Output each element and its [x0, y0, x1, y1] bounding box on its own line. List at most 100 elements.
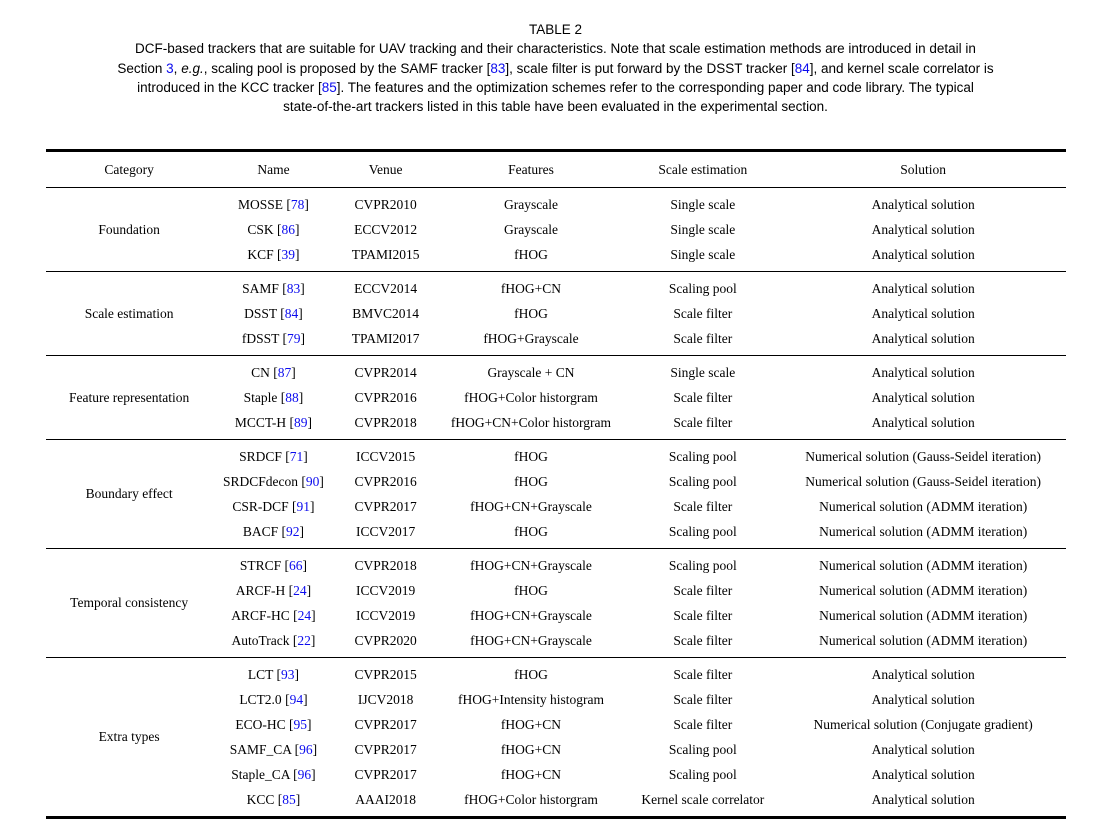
citation-link[interactable]: 71	[289, 449, 304, 464]
features-cell: fHOG	[514, 306, 548, 321]
citation-link[interactable]: 95	[293, 717, 308, 732]
tracker-name-cell: ECO-HC [95]	[212, 712, 334, 737]
citation-link[interactable]: 93	[281, 667, 295, 682]
features-cell: fHOG+Color historgram	[464, 792, 598, 807]
citation-bracket-open: [	[273, 247, 282, 262]
column-header-name: Name	[257, 161, 290, 177]
table-group: Boundary effect SRDCF [71] ICCV2015 fHOG Sca…	[46, 440, 1066, 549]
tracker-name-cell: SRDCFdecon [90]	[212, 469, 334, 494]
scale-estimation-cell: Scale filter	[673, 633, 733, 648]
features-cell: Grayscale + CN	[487, 365, 575, 380]
citation-link[interactable]: 39	[281, 247, 296, 262]
citation-link[interactable]: 83	[490, 60, 506, 76]
solution-cell: Numerical solution (ADMM iteration)	[819, 633, 1028, 648]
citation-bracket-open: [	[273, 222, 282, 237]
citation-link[interactable]: 84	[284, 306, 299, 321]
scale-estimation-cell: Scale filter	[673, 692, 733, 707]
citation-bracket-close: ]	[310, 633, 316, 648]
venue-cell: ICCV2019	[356, 583, 416, 598]
citation-bracket-open: [	[298, 474, 306, 489]
tracker-name: CSK	[247, 222, 274, 237]
citation-link[interactable]: 88	[285, 390, 299, 405]
citation-link[interactable]: 78	[290, 197, 305, 212]
citation-bracket-close: ]	[312, 742, 318, 757]
citation-link[interactable]: 91	[296, 499, 311, 514]
features-cell: fHOG	[514, 247, 548, 262]
citation-link[interactable]: 84	[794, 60, 810, 76]
scale-estimation-cell: Scaling pool	[668, 449, 737, 464]
tracker-name: LCT2.0	[239, 692, 282, 707]
citation-bracket-open: [	[283, 197, 291, 212]
solution-cell: Numerical solution (ADMM iteration)	[819, 524, 1028, 539]
tracker-name: SRDCFdecon	[223, 474, 299, 489]
features-cell: fHOG+CN	[500, 281, 562, 296]
table-top-rule	[46, 149, 1066, 152]
citation-link[interactable]: 79	[287, 331, 301, 346]
citation-bracket-open: [	[291, 742, 300, 757]
table-header-row: Category Name Venue Features Scale estimatio…	[46, 152, 1066, 187]
tracker-name: ECO-HC	[235, 717, 286, 732]
table-group: Scale estimation SAMF [83] ECCV2014 fHOG+CN…	[46, 272, 1066, 356]
caption-line: introduced in the KCC tracker [85]. The …	[0, 78, 1111, 97]
citation-link[interactable]: 66	[289, 558, 303, 573]
citation-bracket-close: ]	[294, 667, 300, 682]
citation-bracket-close: ]	[295, 247, 300, 262]
scale-estimation-cell: Scale filter	[673, 415, 733, 430]
tracker-name: fDSST	[241, 331, 280, 346]
citation-link[interactable]: 86	[281, 222, 296, 237]
citation-link[interactable]: 92	[286, 524, 300, 539]
tracker-name-cell: ARCF-H [24]	[212, 578, 334, 603]
caption-line: DCF-based trackers that are suitable for…	[0, 39, 1111, 58]
venue-cell: CVPR2016	[354, 390, 417, 405]
citation-bracket-close: ]	[307, 717, 312, 732]
citation-link[interactable]: 89	[294, 415, 308, 430]
table-group: Extra types LCT [93] CVPR2015 fHOG Scale fil…	[46, 658, 1066, 816]
tracker-name-cell: CSK [86]	[212, 217, 334, 242]
tracker-name-cell: ARCF-HC [24]	[212, 603, 334, 628]
solution-cell: Analytical solution	[871, 222, 975, 237]
features-cell: fHOG+Color historgram	[464, 390, 598, 405]
citation-bracket-open: [	[278, 281, 287, 296]
citation-link[interactable]: 85	[321, 79, 337, 95]
venue-cell: CVPR2018	[354, 558, 417, 573]
citation-link[interactable]: 90	[305, 474, 320, 489]
table-group: Temporal consistency STRCF [66] CVPR2018 fH…	[46, 549, 1066, 658]
citation-link[interactable]: 96	[297, 767, 312, 782]
solution-cell: Analytical solution	[871, 692, 975, 707]
features-cell: fHOG	[514, 524, 548, 539]
tracker-name: MCCT-H	[234, 415, 287, 430]
table-caption-title: TABLE 2	[528, 22, 583, 37]
solution-cell: Analytical solution	[871, 667, 975, 682]
citation-link[interactable]: 96	[299, 742, 313, 757]
citation-link[interactable]: 22	[297, 633, 311, 648]
citation-link[interactable]: 83	[286, 281, 301, 296]
citation-bracket-close: ]	[304, 197, 309, 212]
citation-link[interactable]: 87	[277, 365, 292, 380]
venue-cell: CVPR2014	[354, 365, 417, 380]
citation-link[interactable]: 3	[166, 60, 174, 76]
citation-link[interactable]: 24	[297, 608, 312, 623]
tracker-name: CSR-DCF	[232, 499, 289, 514]
citation-bracket-close: ]	[299, 524, 305, 539]
citation-link[interactable]: 85	[282, 792, 296, 807]
citation-bracket-open: [	[281, 692, 290, 707]
category-cell: Foundation	[98, 221, 160, 237]
citation-link[interactable]: 94	[289, 692, 304, 707]
solution-cell: Analytical solution	[871, 306, 975, 321]
venue-cell: TPAMI2015	[351, 247, 420, 262]
features-cell: fHOG+CN	[500, 767, 562, 782]
scale-estimation-cell: Single scale	[670, 197, 736, 212]
table-header-rule	[46, 186, 1066, 188]
venue-cell: CVPR2010	[354, 197, 417, 212]
citation-bracket-open: [	[277, 390, 286, 405]
citation-link[interactable]: 24	[293, 583, 307, 598]
scale-estimation-cell: Scaling pool	[668, 767, 737, 782]
features-cell: fHOG+CN	[500, 742, 562, 757]
solution-cell: Analytical solution	[871, 415, 975, 430]
citation-bracket-close: ]	[311, 608, 316, 623]
solution-cell: Analytical solution	[871, 247, 975, 262]
venue-cell: CVPR2020	[354, 633, 417, 648]
category-cell: Scale estimation	[84, 305, 174, 321]
column-header-solution: Solution	[900, 161, 947, 177]
citation-bracket-close: ]	[298, 390, 304, 405]
